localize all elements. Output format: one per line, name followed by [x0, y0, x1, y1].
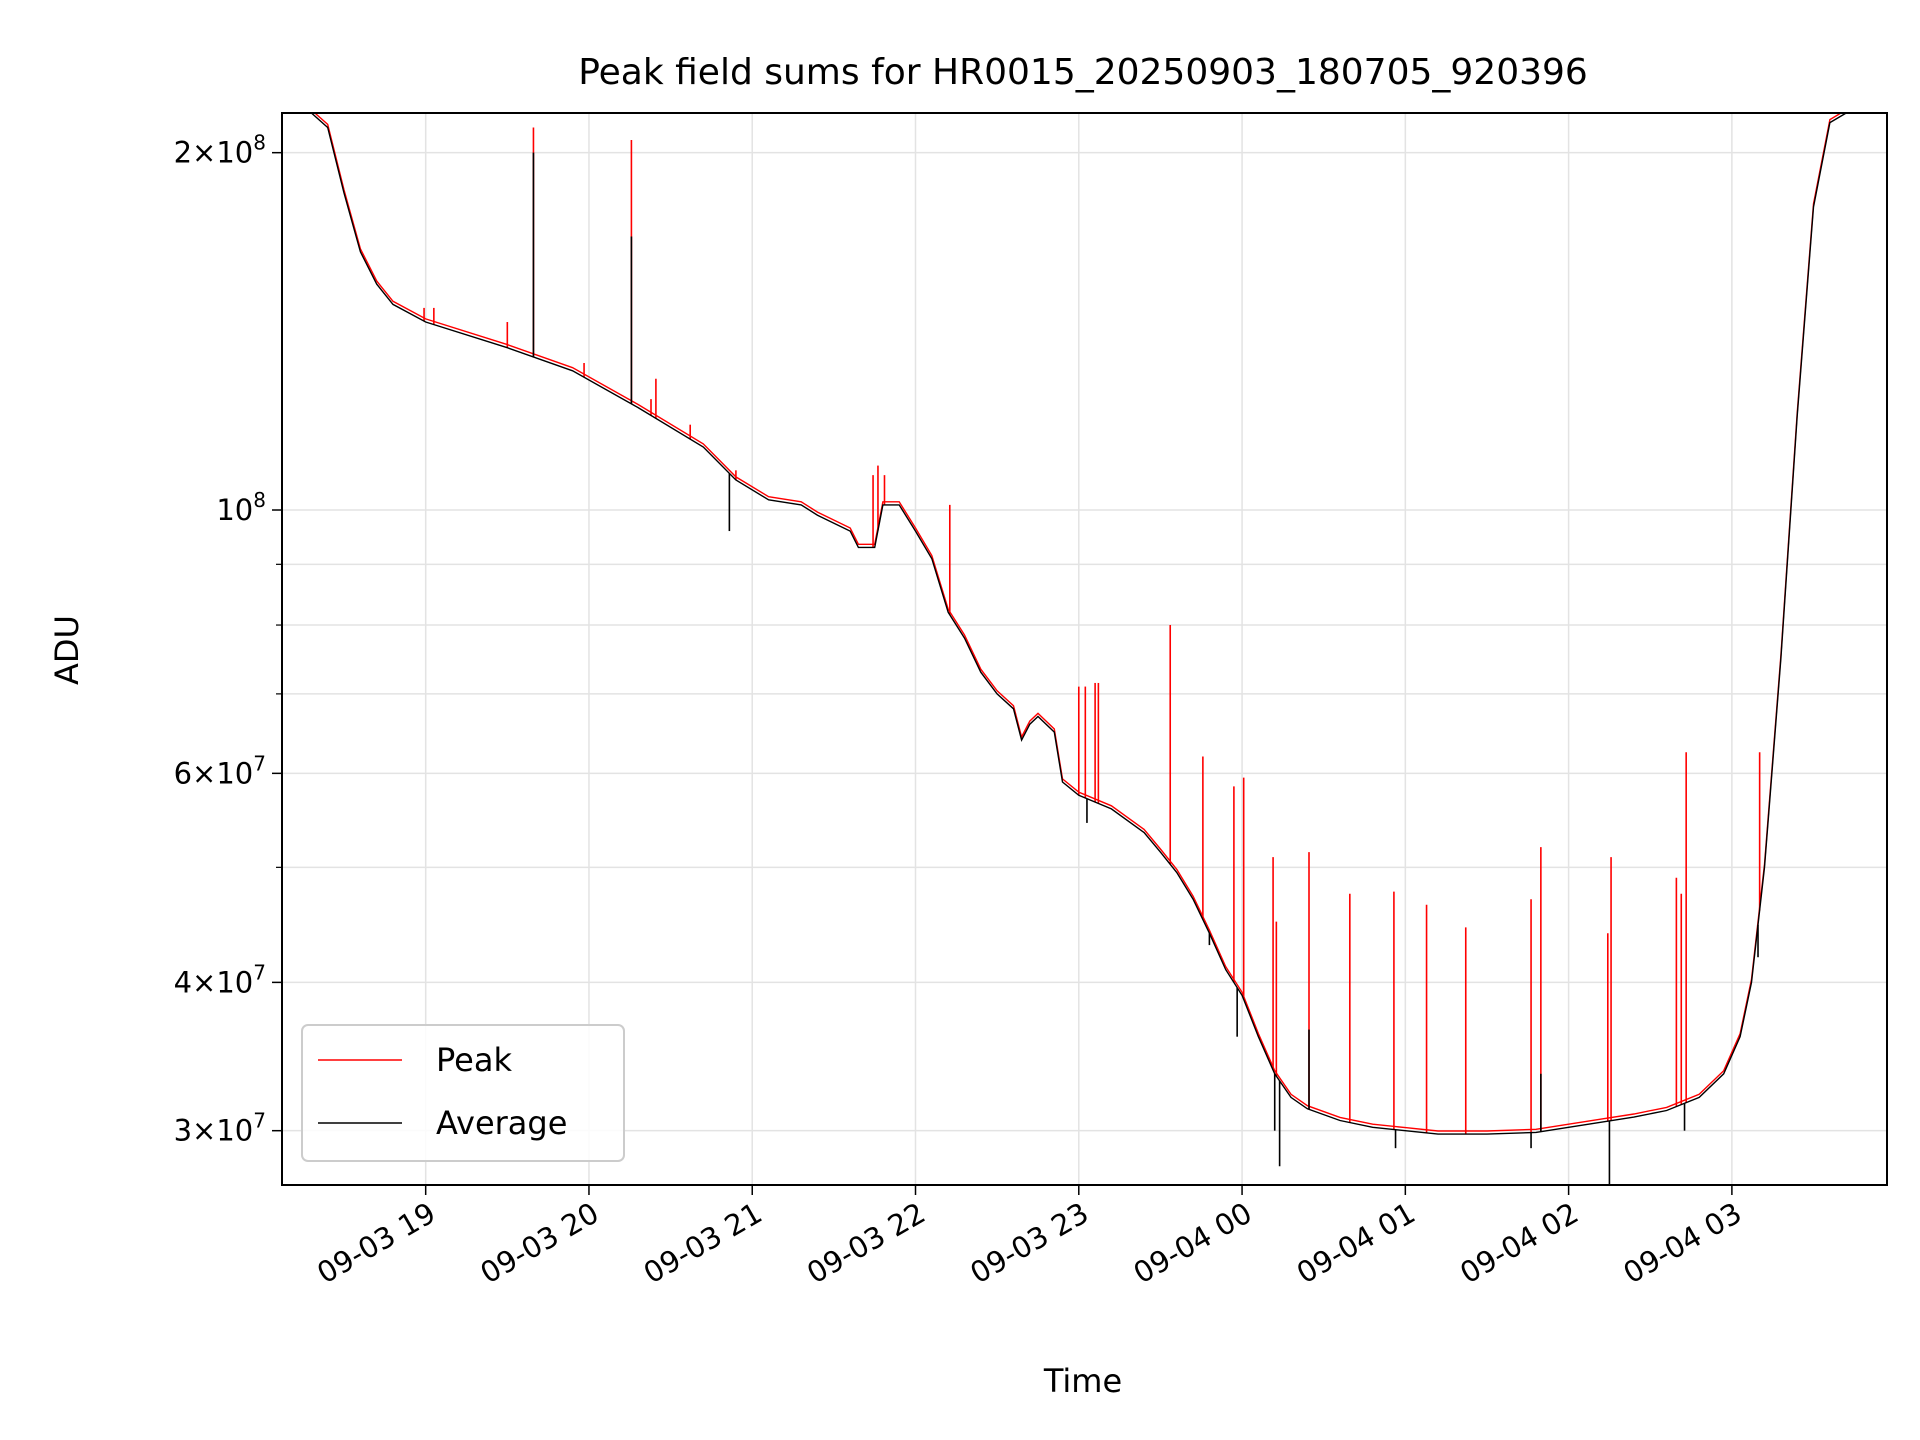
y-tick-label: 3×107	[174, 1109, 266, 1148]
chart-title: Peak field sums for HR0015_20250903_1807…	[578, 52, 1588, 93]
legend-label-average: Average	[436, 1104, 567, 1142]
grid-lines	[282, 113, 1887, 1185]
series-line-average	[282, 113, 1887, 1135]
y-tick-label: 6×107	[174, 751, 266, 790]
y-tick-label: 4×107	[174, 960, 266, 999]
y-tick-label: 108	[216, 488, 266, 527]
legend: Peak Average	[301, 1024, 625, 1162]
y-axis-label: ADU	[48, 615, 86, 685]
plot-frame	[281, 112, 1888, 1186]
y-tick-label: 2×108	[174, 131, 266, 170]
legend-label-peak: Peak	[436, 1041, 512, 1079]
legend-box	[301, 1024, 625, 1162]
y-axis-ticks: 3×107 4×107 6×107 108 2×108	[174, 131, 282, 1148]
x-axis-label: Time	[1043, 1362, 1122, 1400]
average-spike-marks	[532, 152, 1759, 1185]
